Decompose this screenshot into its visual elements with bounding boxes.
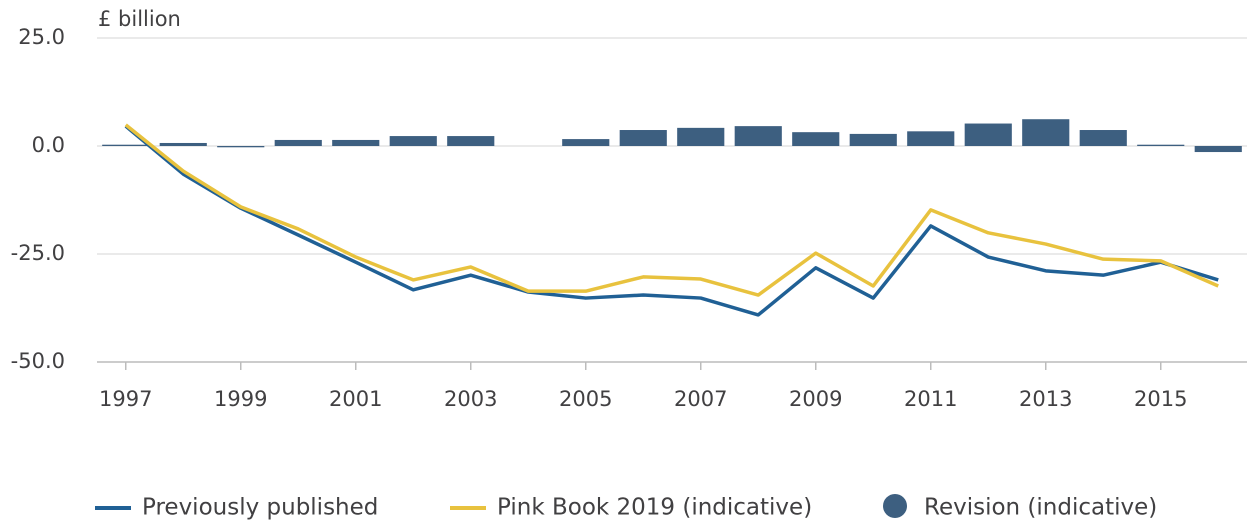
x-tick-label: 2007 — [674, 387, 727, 411]
bar — [1079, 130, 1127, 146]
bar — [159, 142, 207, 146]
x-tick-label: 2013 — [1019, 387, 1072, 411]
x-tick-label: 2005 — [559, 387, 612, 411]
line — [124, 124, 1219, 317]
x-tick-label: 2003 — [444, 387, 497, 411]
x-tick-label: 2009 — [789, 387, 842, 411]
bar — [907, 131, 955, 146]
bar — [619, 130, 667, 146]
bar — [677, 127, 725, 146]
bar — [1022, 119, 1070, 146]
bar — [217, 146, 265, 148]
x-tick-label: 2011 — [904, 387, 957, 411]
bar — [734, 126, 782, 146]
y-tick-label: 25.0 — [18, 25, 65, 49]
y-axis-label: £ billion — [98, 7, 181, 31]
x-tick-label: 2015 — [1134, 387, 1187, 411]
bar — [332, 139, 380, 146]
legend-label: Previously published — [142, 495, 378, 521]
bar — [389, 136, 437, 146]
bar — [849, 133, 897, 146]
line — [124, 123, 1219, 297]
legend-label: Pink Book 2019 (indicative) — [497, 495, 812, 521]
y-tick-label: 0.0 — [32, 133, 65, 157]
bar — [792, 132, 840, 146]
bar — [964, 123, 1012, 146]
x-tick-label: 1997 — [99, 387, 152, 411]
bar — [447, 136, 495, 146]
bar — [562, 139, 610, 146]
bar — [1137, 144, 1185, 146]
y-tick-label: -50.0 — [11, 349, 65, 373]
x-tick-label: 2001 — [329, 387, 382, 411]
x-tick-label: 1999 — [214, 387, 267, 411]
bar — [274, 139, 322, 146]
legend-label: Revision (indicative) — [924, 495, 1157, 521]
y-tick-label: -25.0 — [11, 241, 65, 265]
legend-marker — [883, 494, 907, 518]
bar — [1194, 146, 1242, 153]
bar — [102, 144, 150, 146]
